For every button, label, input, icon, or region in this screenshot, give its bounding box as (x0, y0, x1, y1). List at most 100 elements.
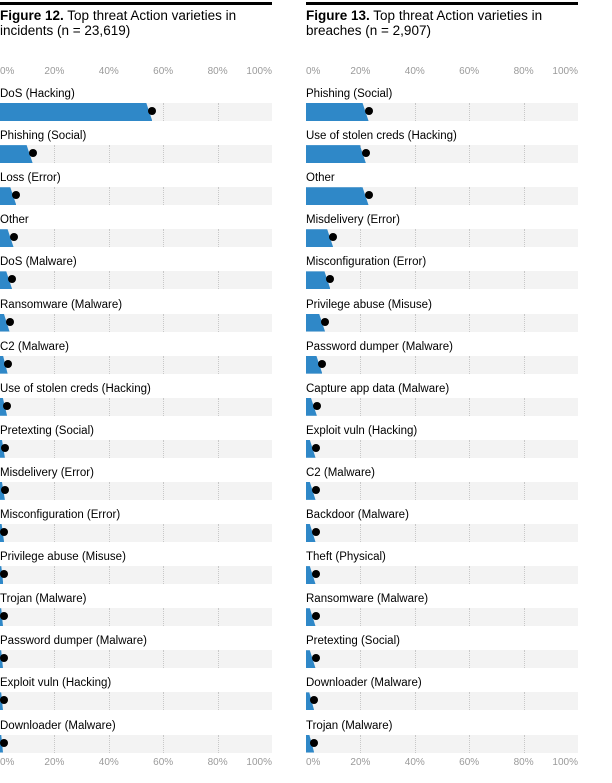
gridline (523, 524, 525, 542)
gridline (163, 692, 165, 711)
bar-track (0, 692, 272, 711)
tick-label: 40% (404, 757, 425, 768)
category-label: Privilege abuse (Misuse) (0, 551, 126, 564)
value-dot (0, 443, 9, 452)
chart-title: Figure 13. Top threat Action varieties i… (306, 8, 592, 38)
gridline (108, 439, 110, 458)
axis-top: 0% 20% 40% 60% 80% 100% (306, 66, 592, 80)
gridline (217, 271, 219, 290)
value-dot (0, 612, 8, 621)
bar-row: Pretexting (Social) (306, 634, 592, 676)
gridline (360, 439, 362, 458)
tick-label: 100% (246, 66, 272, 77)
gridline (108, 355, 110, 374)
gridline (469, 397, 471, 416)
bar-row: Loss (Error) (0, 171, 286, 213)
value-dot (3, 401, 12, 410)
gridline (108, 734, 110, 753)
figure-13: Figure 13. Top threat Action varieties i… (306, 0, 592, 783)
bar-row: Password dumper (Malware) (0, 634, 286, 676)
gridline (469, 439, 471, 458)
value-dot (0, 528, 9, 536)
gridline (414, 313, 416, 332)
gridline (163, 397, 165, 416)
gridline (469, 271, 471, 290)
bar-row: Password dumper (Malware) (306, 340, 592, 382)
gridline (360, 650, 362, 669)
gridline (217, 313, 219, 332)
bar-row: Theft (Physical) (306, 550, 592, 592)
gridline (217, 692, 219, 711)
tick-label: 20% (44, 757, 65, 768)
gridline (54, 734, 56, 753)
gridline (54, 566, 56, 585)
bar-track (0, 229, 272, 248)
bar-track (306, 313, 578, 332)
bar-track (0, 439, 272, 458)
gridline (54, 650, 56, 669)
value-dot (0, 570, 8, 579)
gridline (469, 229, 471, 248)
gridline (523, 397, 525, 416)
tick-label: 0% (0, 757, 15, 768)
bar-row: DoS (Hacking) (0, 87, 286, 129)
tick-label: 80% (513, 757, 534, 768)
bar-row: Ransomware (Malware) (306, 592, 592, 634)
value-dot (361, 149, 370, 158)
gridline (163, 608, 165, 627)
gridline (108, 566, 110, 585)
bar-track (306, 608, 578, 627)
tick-label: 60% (459, 757, 480, 768)
gridline (108, 650, 110, 669)
bar-row: C2 (Malware) (0, 340, 286, 382)
gridline (414, 271, 416, 290)
gridline (54, 145, 56, 164)
tick-label: 20% (350, 757, 371, 768)
bar-row: Exploit vuln (Hacking) (0, 676, 286, 718)
gridline (360, 734, 362, 753)
gridline (108, 187, 110, 206)
category-label: Pretexting (Social) (0, 424, 94, 437)
bar-row: Misdelivery (Error) (0, 466, 286, 508)
gridline (108, 692, 110, 711)
category-label: Phishing (Social) (0, 130, 87, 143)
tick-label: 40% (98, 757, 119, 768)
bar (306, 566, 316, 585)
bar (306, 103, 369, 121)
bar-row: Trojan (Malware) (0, 592, 286, 634)
value-dot (329, 233, 338, 242)
category-label: Privilege abuse (Misuse) (306, 298, 432, 311)
value-dot (9, 233, 18, 242)
value-dot (312, 401, 321, 410)
gridline (523, 692, 525, 711)
bar-row: Use of stolen creds (Hacking) (306, 129, 592, 171)
value-dot (318, 359, 327, 368)
bar (306, 692, 315, 711)
value-dot (311, 443, 320, 452)
value-dot (326, 275, 335, 284)
gridline (414, 229, 416, 248)
gridline (217, 355, 219, 374)
gridline (414, 692, 416, 711)
gridline (360, 229, 362, 248)
bar-track (0, 397, 272, 416)
gridline (523, 271, 525, 290)
value-dot (0, 738, 8, 747)
gridline (54, 271, 56, 290)
bar-track (0, 524, 272, 542)
bar-track (306, 229, 578, 248)
axis-bottom: 0% 20% 40% 60% 80% 100% (306, 757, 592, 771)
bar-row: Other (306, 171, 592, 213)
gridline (360, 355, 362, 374)
tick-label: 0% (306, 757, 321, 768)
axis-top: 0% 20% 40% 60% 80% 100% (0, 66, 286, 80)
category-label: Pretexting (Social) (306, 635, 400, 648)
gridline (360, 692, 362, 711)
bar (306, 481, 316, 500)
bar-row: Misconfiguration (Error) (0, 508, 286, 550)
value-dot (311, 654, 320, 663)
gridline (360, 608, 362, 627)
bar-row: C2 (Malware) (306, 466, 592, 508)
gridline (414, 650, 416, 669)
gridline (54, 481, 56, 500)
